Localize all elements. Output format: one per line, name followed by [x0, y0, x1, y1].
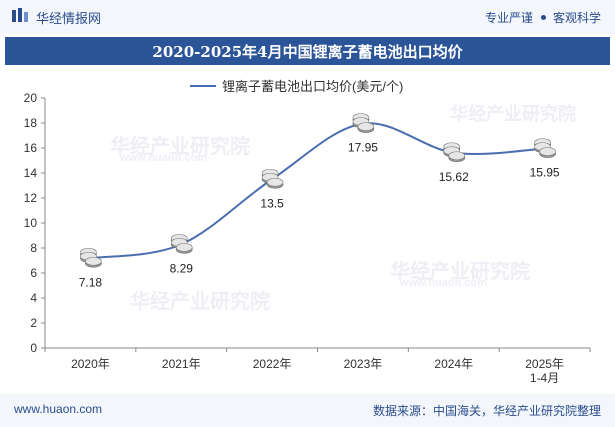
- tag-objective: 客观科学: [552, 11, 601, 25]
- brand[interactable]: 华经情报网: [12, 8, 101, 27]
- data-label: 7.18: [79, 275, 103, 289]
- footer-source: 数据来源：中国海关，华经产业研究院整理: [372, 404, 601, 418]
- footer: www.huaon.com 数据来源：中国海关，华经产业研究院整理: [0, 394, 615, 427]
- y-tick-label: 8: [30, 241, 37, 255]
- y-tick-label: 2: [30, 316, 37, 330]
- brand-logo-icon: [12, 8, 30, 27]
- data-label: 17.95: [348, 141, 378, 155]
- x-tick-label: 2022年: [253, 357, 292, 371]
- y-tick-label: 20: [24, 91, 38, 105]
- brand-name: 华经情报网: [36, 11, 102, 26]
- x-tick-label: 2024年: [434, 357, 473, 371]
- y-tick-label: 0: [30, 341, 37, 355]
- header-tags: 专业严谨 客观科学: [485, 9, 601, 26]
- y-tick-label: 10: [24, 216, 38, 230]
- data-point-coin-icon: [534, 138, 556, 158]
- data-label: 8.29: [170, 261, 194, 275]
- data-point-coin-icon: [352, 113, 375, 133]
- chart-title: 2020-2025年4月中国锂离子蓄电池出口均价: [152, 42, 463, 61]
- data-point-coin-icon: [80, 247, 102, 268]
- y-tick-label: 18: [24, 116, 38, 130]
- data-label: 15.95: [530, 166, 560, 180]
- series-line: [90, 122, 545, 260]
- footer-website[interactable]: www.huaon.com: [14, 402, 103, 416]
- legend-label: 锂离子蓄电池出口均价(美元/个): [222, 79, 403, 94]
- top-bar: 华经情报网 专业严谨 客观科学: [0, 0, 615, 34]
- x-tick-label: 1-4月: [530, 371, 559, 385]
- y-tick-label: 12: [24, 191, 38, 205]
- data-point-coin-icon: [170, 234, 193, 254]
- y-tick-label: 16: [24, 141, 38, 155]
- data-point-coin-icon: [261, 168, 284, 189]
- data-label: 15.62: [439, 170, 469, 184]
- y-tick-label: 6: [30, 266, 37, 280]
- tag-professional: 专业严谨: [484, 11, 533, 25]
- y-tick-label: 14: [24, 166, 38, 180]
- tag-separator-dot: [540, 15, 546, 20]
- data-label: 13.5: [260, 196, 284, 210]
- x-tick-label: 2021年: [162, 357, 201, 371]
- chart-title-bar: 2020-2025年4月中国锂离子蓄电池出口均价: [5, 37, 610, 65]
- y-tick-label: 4: [30, 291, 37, 305]
- x-tick-label: 2023年: [344, 357, 383, 371]
- x-tick-label: 2020年: [71, 357, 110, 371]
- x-tick-label: 2025年: [525, 357, 564, 371]
- line-chart: 0 2 4 6 8 10 12 14 16 18 20 2020年 2021年 2022年 2023年 202…: [24, 79, 591, 385]
- data-point-coin-icon: [443, 142, 466, 163]
